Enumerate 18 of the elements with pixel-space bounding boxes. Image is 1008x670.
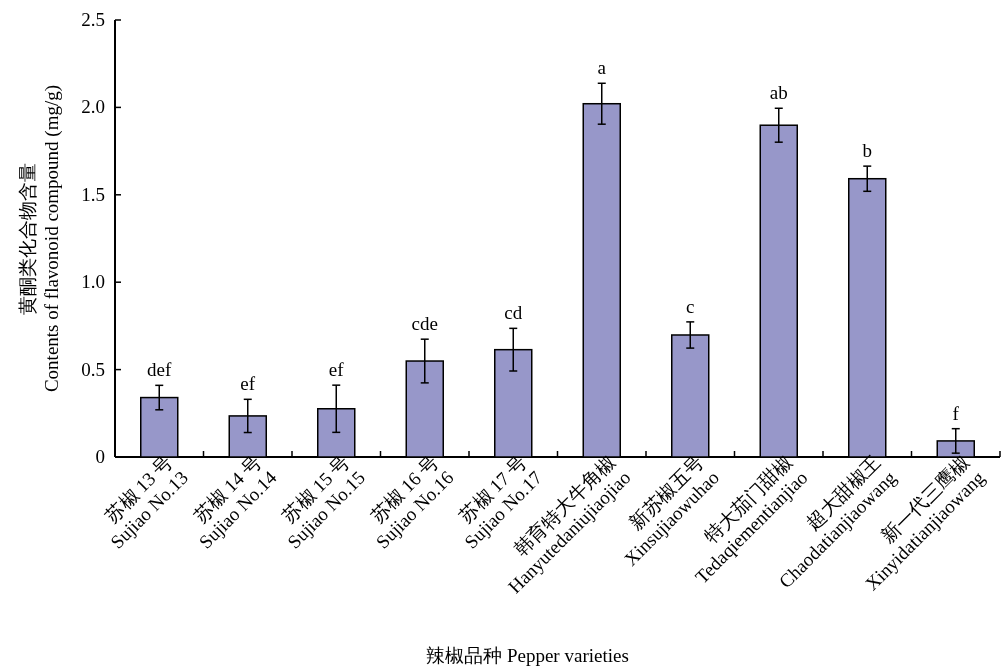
y-tick-label: 2.5 [81,9,105,30]
data-label: c [686,295,695,317]
data-label: cd [504,302,523,324]
y-tick-label: 0 [95,446,105,467]
data-label: f [952,402,960,424]
y-axis-title: 黄酮类化合物含量 Contents of flavonoid compound (mg/g) [17,84,63,393]
y-tick-label: 1.5 [81,183,105,205]
data-label: b [862,140,872,162]
data-label: ab [769,82,788,104]
data-label: def [147,359,173,381]
data-label: a [597,57,607,79]
y-tick-label: 0.5 [81,358,105,380]
y-tick-label: 2.0 [81,96,105,118]
data-label: ef [328,359,345,381]
data-label: ef [240,373,256,395]
data-label: cde [411,313,438,335]
y-tick-label: 1.0 [81,271,105,293]
x-axis-title: 辣椒品种 Pepper varieties [426,645,629,666]
